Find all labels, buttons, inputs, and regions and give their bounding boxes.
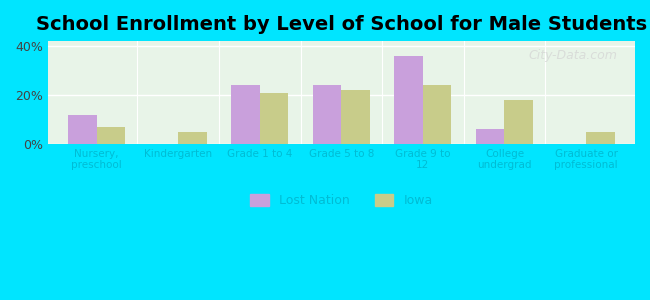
Bar	[423, 85, 452, 144]
Legend: Lost Nation, Iowa: Lost Nation, Iowa	[245, 189, 437, 212]
Bar	[586, 132, 615, 144]
Bar	[68, 115, 97, 144]
Bar	[231, 85, 260, 144]
Bar	[395, 56, 423, 144]
Text: City-Data.com: City-Data.com	[528, 49, 618, 62]
Title: School Enrollment by Level of School for Male Students: School Enrollment by Level of School for…	[36, 15, 647, 34]
Bar	[341, 90, 370, 144]
Bar	[313, 85, 341, 144]
Bar	[504, 100, 533, 144]
Bar	[178, 132, 207, 144]
Bar	[476, 129, 504, 144]
Bar	[260, 92, 289, 144]
Bar	[97, 127, 125, 144]
